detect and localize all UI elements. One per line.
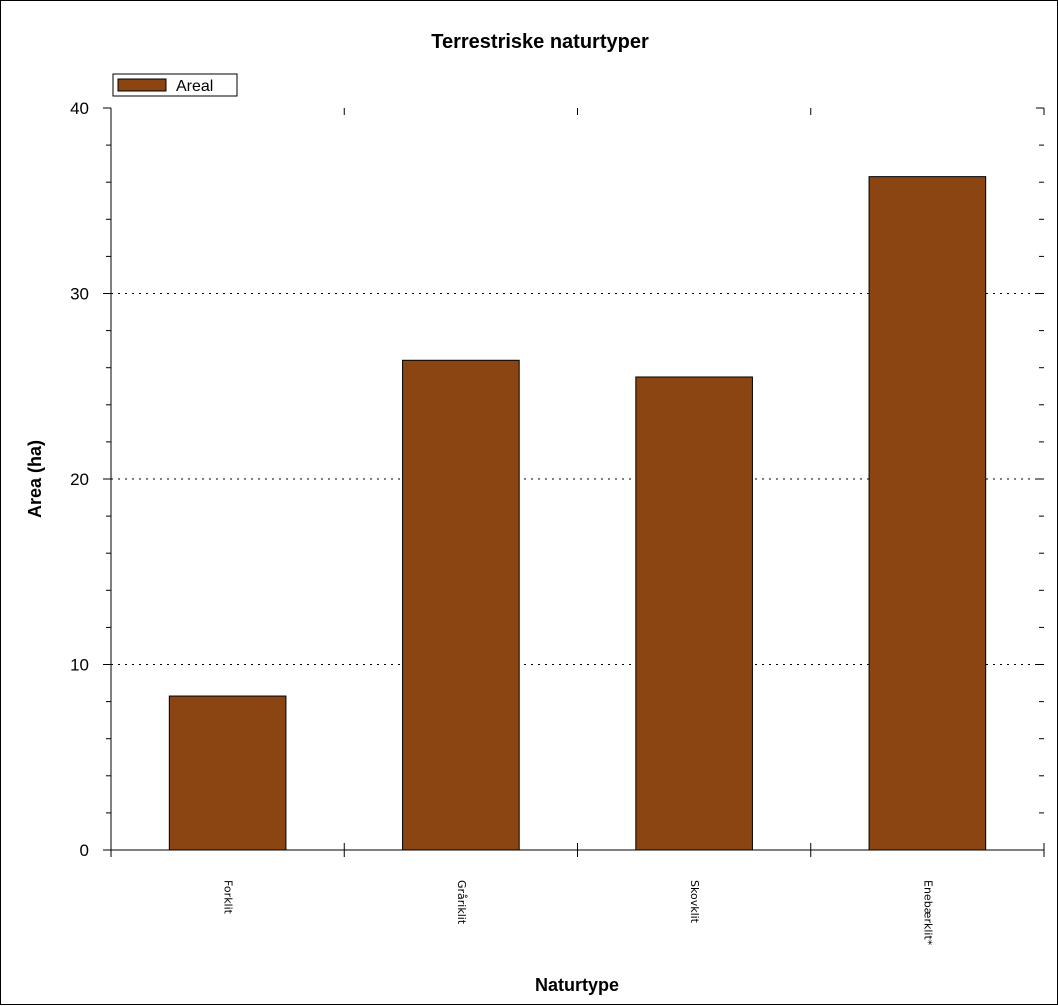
bar-0: [168, 695, 287, 851]
y-ticks: 0 10 20 30 40: [70, 99, 1044, 860]
chart-title: Terrestriske naturtyper: [431, 31, 649, 53]
y-axis-label: Area (ha): [25, 440, 45, 518]
y-tick-label: 10: [70, 656, 89, 675]
x-categories: Forklit Gråriklit Skovklit Enebærklit*: [222, 880, 935, 946]
x-tick-label: Enebærklit*: [921, 880, 934, 946]
x-axis-label: Naturtype: [535, 975, 619, 995]
y-tick-label: 40: [70, 99, 89, 118]
legend: Areal: [112, 73, 238, 97]
bar-1: [402, 359, 520, 851]
bar-2: [635, 376, 753, 851]
y-tick-label: 30: [70, 285, 89, 304]
y-tick-label: 0: [80, 841, 89, 860]
legend-swatch: [117, 78, 167, 92]
x-tick-label: Gråriklit: [455, 880, 468, 925]
x-tick-label: Forklit: [222, 880, 235, 915]
x-tick-label: Skovklit: [688, 880, 701, 924]
legend-label: Areal: [176, 78, 213, 95]
bars: [168, 176, 987, 851]
bar-3: [868, 176, 987, 851]
y-tick-label: 20: [70, 470, 89, 489]
